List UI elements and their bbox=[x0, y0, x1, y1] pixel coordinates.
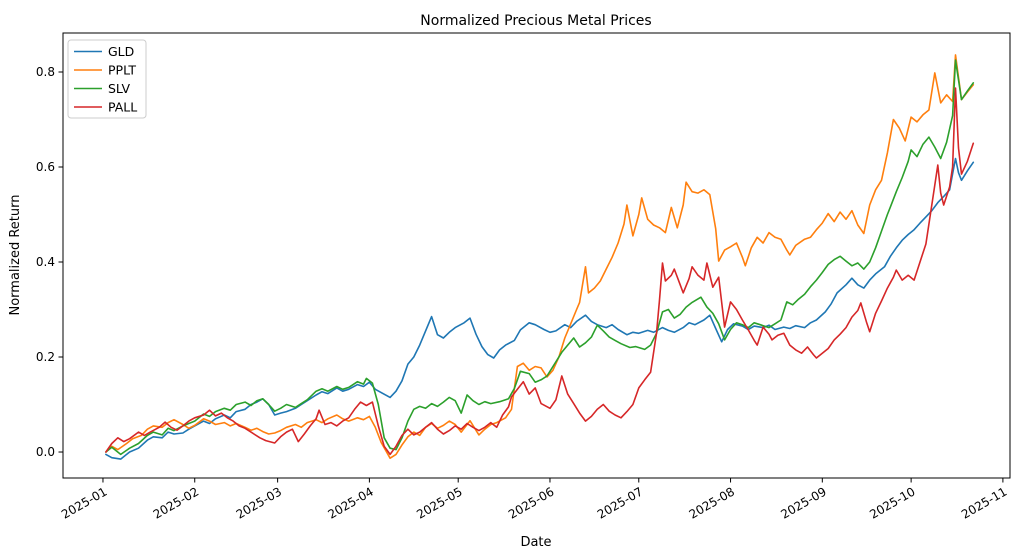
legend-label-slv: SLV bbox=[108, 81, 131, 96]
y-tick-label: 0.8 bbox=[36, 65, 55, 79]
x-tick-label: 2025-09 bbox=[778, 484, 828, 521]
x-tick-label: 2025-02 bbox=[151, 484, 201, 521]
series-line-pplt bbox=[105, 54, 975, 460]
plot-area: 2025-01 2025-02 2025-03 2025-04 2025-05 2025-… bbox=[36, 32, 1011, 522]
x-axis-label: Date bbox=[520, 535, 551, 550]
x-tick-label: 2025-07 bbox=[595, 484, 645, 521]
y-axis-label: Normalized Return bbox=[8, 195, 23, 316]
x-tick-label: 2025-05 bbox=[414, 484, 464, 521]
x-tick-label: 2025-06 bbox=[506, 484, 556, 521]
x-tick-label: 2025-01 bbox=[59, 484, 109, 521]
legend: GLD PPLT SLV PALL bbox=[67, 39, 147, 119]
axes-spines bbox=[62, 32, 1011, 479]
y-tick-label: 0.4 bbox=[36, 255, 55, 269]
series-line-slv bbox=[105, 59, 975, 456]
legend-label-pall: PALL bbox=[108, 100, 137, 115]
chart-title: Normalized Precious Metal Prices bbox=[420, 13, 651, 29]
x-tick-label: 2025-03 bbox=[234, 484, 284, 521]
legend-label-pplt: PPLT bbox=[108, 63, 136, 78]
legend-label-gld: GLD bbox=[108, 44, 134, 59]
x-tick-label: 2025-10 bbox=[867, 484, 917, 521]
series-line-pall bbox=[105, 87, 975, 456]
y-tick-label: 0.0 bbox=[36, 445, 55, 459]
x-tick-label: 2025-11 bbox=[959, 484, 1009, 521]
x-tick-label: 2025-04 bbox=[325, 484, 375, 521]
x-tick-label: 2025-08 bbox=[687, 484, 737, 521]
y-tick-label: 0.2 bbox=[36, 350, 55, 364]
legend-box bbox=[67, 39, 147, 119]
y-tick-label: 0.6 bbox=[36, 160, 55, 174]
